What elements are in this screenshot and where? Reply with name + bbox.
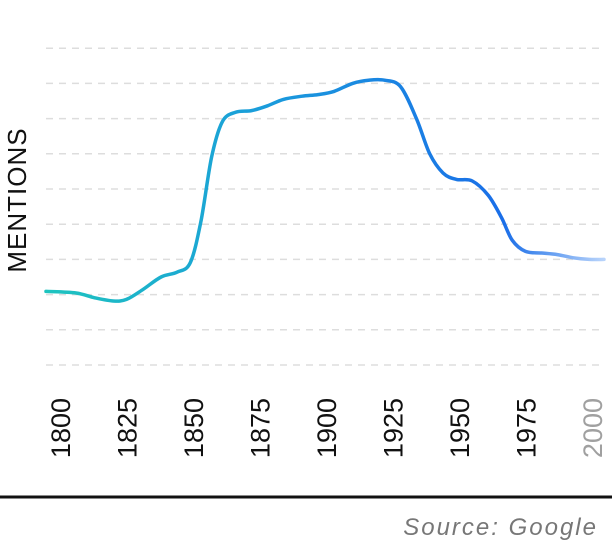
gridlines xyxy=(46,47,604,366)
x-tick-label: 1825 xyxy=(113,398,143,458)
source-credit: Source: Google xyxy=(403,514,598,541)
x-tick-label: 1850 xyxy=(179,398,209,458)
y-axis-label: MENTIONS xyxy=(2,127,32,272)
x-tick-label: 2000 xyxy=(578,398,608,458)
x-tick-label: 1925 xyxy=(379,398,409,458)
x-tick-label: 1875 xyxy=(246,398,276,458)
x-axis-ticks: 1800 1825 1850 1875 1900 1925 1950 1975 2000 xyxy=(46,398,608,458)
series-line xyxy=(44,77,606,303)
x-tick-label: 1950 xyxy=(445,398,475,458)
x-tick-label: 1900 xyxy=(312,398,342,458)
x-tick-label: 1975 xyxy=(512,398,542,458)
x-tick-label: 1800 xyxy=(46,398,76,458)
